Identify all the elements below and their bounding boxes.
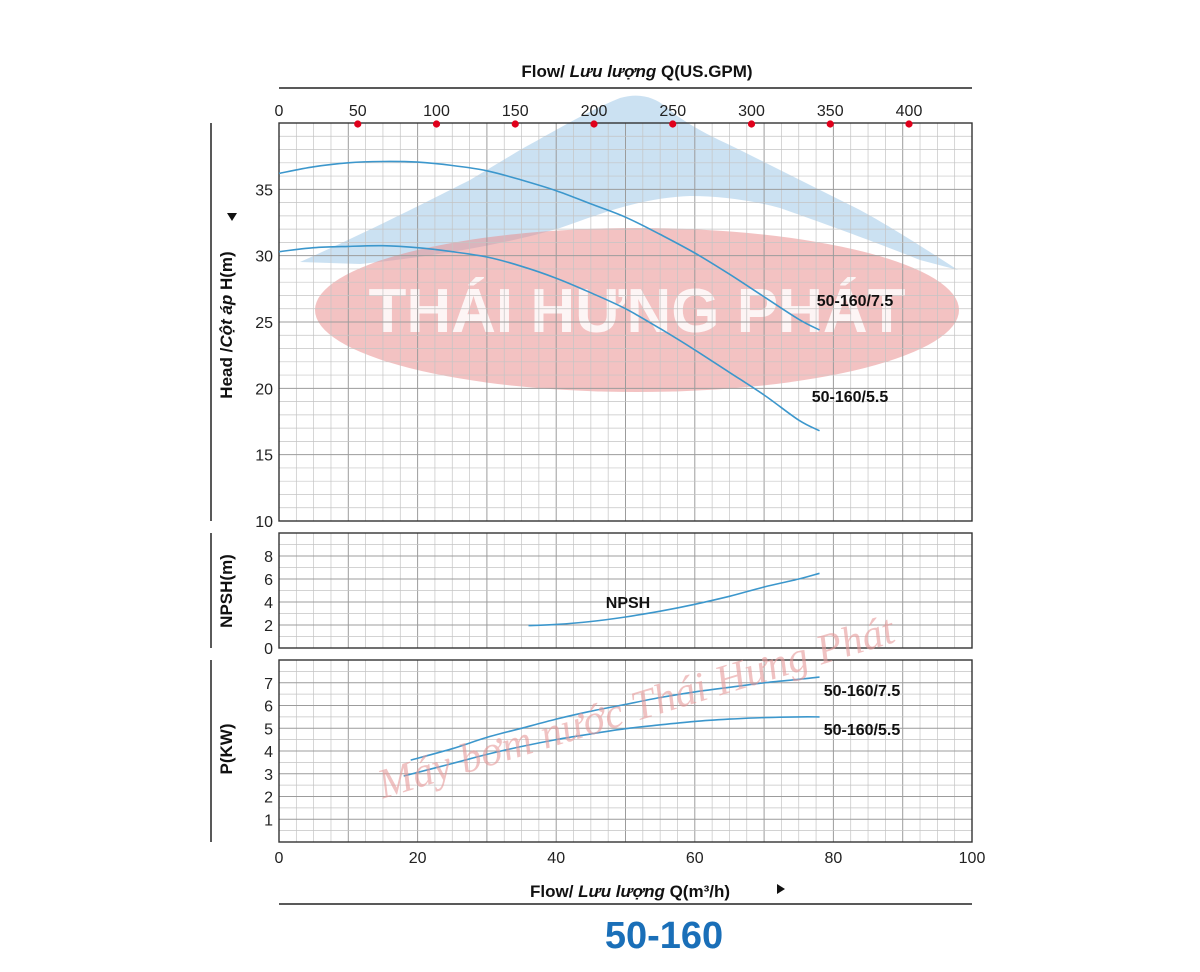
gpm-tick-label: 350 xyxy=(817,103,844,120)
gpm-marker-dot xyxy=(826,120,834,128)
y-tick-label: 4 xyxy=(264,744,273,761)
curve-labels: 50-160/7.5 50-160/5.5 NPSH 50-160/7.5 50-160… xyxy=(606,293,901,739)
watermark-slogan: Máy bơm nước Thái Hưng Phát xyxy=(372,607,902,809)
top-flow-axis: Flow/ Lưu lượng Q(US.GPM) xyxy=(279,62,972,89)
y-tick-label: 8 xyxy=(264,549,273,566)
watermark-brand: THÁI HƯNG PHÁT xyxy=(368,277,905,346)
head-axis-title: Head /Cột áp H(m) xyxy=(217,251,236,398)
gpm-marker-dot xyxy=(511,120,519,128)
power-curve-50-160-5-5 xyxy=(403,716,820,777)
power-curve-50-160-7-5 xyxy=(410,676,820,761)
gpm-marker-dot xyxy=(905,120,913,128)
npsh-curve-npsh xyxy=(528,572,820,627)
gpm-tick-label: 150 xyxy=(502,103,529,120)
bottom-axis-arrow-icon xyxy=(777,884,785,894)
y-tick-label: 7 xyxy=(264,676,273,693)
gpm-marker-dot xyxy=(432,120,441,128)
head-axis-title-prefix: Head / xyxy=(217,347,236,398)
panel-frames xyxy=(278,122,973,843)
panel-npsh xyxy=(278,532,973,649)
head-curve-50-160-5-5 xyxy=(278,244,820,432)
x-tick-label: 40 xyxy=(547,850,565,867)
bottom-axis-title-suffix: Q(m³/h) xyxy=(665,882,730,901)
watermark-mountain-icon xyxy=(300,95,958,270)
gpm-tick-label: 100 xyxy=(423,103,450,120)
gpm-marker-dot xyxy=(669,120,677,128)
gpm-tick-label: 0 xyxy=(275,103,284,120)
y-tick-label: 3 xyxy=(264,767,273,784)
curves xyxy=(278,160,820,777)
x-tick-label: 100 xyxy=(959,850,986,867)
y-tick-label: 1 xyxy=(264,812,273,829)
y-tick-label: 30 xyxy=(255,249,273,266)
bottom-axis-title-prefix: Flow/ xyxy=(530,882,578,901)
panel-frame xyxy=(278,659,973,843)
y-tick-label: 2 xyxy=(264,618,273,635)
panel-head xyxy=(278,122,973,522)
y-tick-label: 5 xyxy=(264,721,273,738)
panel-power xyxy=(278,659,973,843)
panel-frame xyxy=(278,122,973,522)
head-curve-50-160-7-5 xyxy=(278,160,820,331)
x-tick-label: 20 xyxy=(409,850,427,867)
y-tick-label: 25 xyxy=(255,315,273,332)
bottom-axis-title-italic: Lưu lượng xyxy=(578,882,665,901)
y-tick-label: 6 xyxy=(264,572,273,589)
gpm-tick-label: 200 xyxy=(581,103,608,120)
curve-label: 50-160/7.5 xyxy=(824,683,901,700)
gpm-marker-dot xyxy=(590,120,598,128)
x-tick-label: 80 xyxy=(825,850,843,867)
y-tick-label: 0 xyxy=(264,641,273,658)
gpm-tick-label: 250 xyxy=(659,103,686,120)
head-axis-title-suffix: H(m) xyxy=(217,251,236,294)
head-axis-title-italic: Cột áp xyxy=(217,295,236,348)
curve-label: 50-160/7.5 xyxy=(817,293,894,310)
y-tick-label: 4 xyxy=(264,595,273,612)
npsh-axis-title: NPSH(m) xyxy=(217,554,236,628)
top-axis-title-italic: Lưu lượng xyxy=(570,62,657,81)
bottom-axis-title: Flow/ Lưu lượng Q(m³/h) xyxy=(530,882,730,901)
gpm-tick-label: 50 xyxy=(349,103,367,120)
y-tick-label: 6 xyxy=(264,699,273,716)
curve-label: 50-160/5.5 xyxy=(812,389,889,406)
curve-label: NPSH xyxy=(606,595,650,612)
watermark-logo: THÁI HƯNG PHÁT xyxy=(300,95,959,392)
curve-label: 50-160/5.5 xyxy=(824,722,901,739)
top-axis-title-prefix: Flow/ xyxy=(521,62,569,81)
gpm-tick-label: 400 xyxy=(896,103,923,120)
panel-frame xyxy=(278,532,973,649)
x-tick-label: 60 xyxy=(686,850,704,867)
y-tick-label: 2 xyxy=(264,790,273,807)
gpm-marker-dot xyxy=(354,120,362,128)
top-axis-title-suffix: Q(US.GPM) xyxy=(656,62,752,81)
model-title: 50-160 xyxy=(605,915,723,957)
y-tick-label: 15 xyxy=(255,448,273,465)
x-tick-label: 0 xyxy=(275,850,284,867)
power-axis-title: P(KW) xyxy=(217,724,236,775)
head-axis-arrow-icon xyxy=(227,213,237,221)
y-tick-label: 20 xyxy=(255,381,273,398)
top-axis-title: Flow/ Lưu lượng Q(US.GPM) xyxy=(521,62,752,81)
gpm-tick-label: 300 xyxy=(738,103,765,120)
gpm-marker-dot xyxy=(747,120,756,128)
y-tick-label: 10 xyxy=(255,514,273,531)
y-tick-label: 35 xyxy=(255,182,273,199)
